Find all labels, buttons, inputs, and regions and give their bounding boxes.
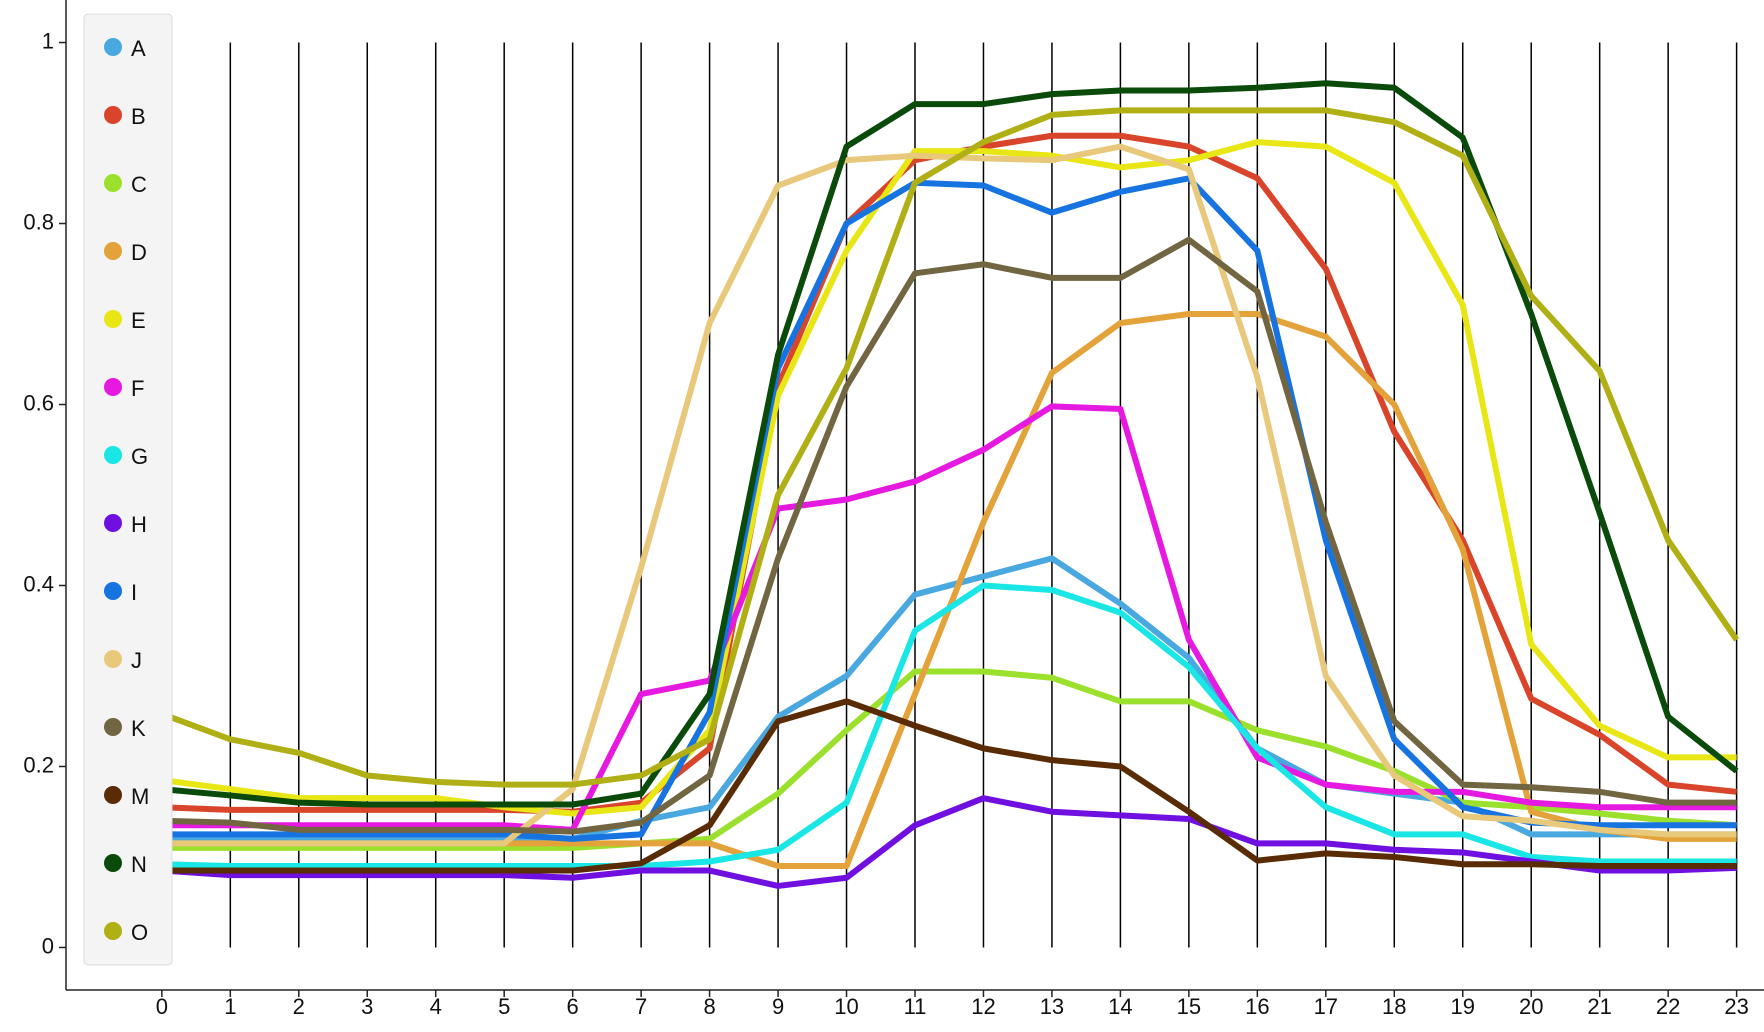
x-tick-label: 22 [1656,994,1680,1019]
x-tick-label: 16 [1245,994,1269,1019]
series-line [161,582,1737,870]
legend-swatch [104,242,122,260]
x-tick-label: 8 [703,994,715,1019]
series-line [161,139,1737,817]
x-tick-label: 6 [567,994,579,1019]
y-tick-label: 0.6 [23,390,54,415]
x-tick-label: 12 [971,994,995,1019]
x-tick-label: 10 [834,994,858,1019]
x-tick-label: 17 [1314,994,1338,1019]
legend-swatch [104,310,122,328]
legend-box [83,13,173,966]
legend-swatch [104,718,122,736]
series-line [161,80,1739,808]
legend-label: B [131,104,146,129]
legend: A B C D E F G H I J K M N O [83,13,173,966]
x-tick-label: 15 [1177,994,1201,1019]
legend-label: O [131,920,148,945]
x-tick-label: 19 [1450,994,1474,1019]
y-tick-label: 0.4 [23,571,54,596]
series-line [160,107,1740,788]
legend-swatch [104,446,122,464]
y-tick-label: 0.2 [23,752,54,777]
grid [161,42,1738,948]
legend-swatch [104,922,122,940]
legend-swatch [104,106,122,124]
legend-swatch [104,38,122,56]
legend-label: K [131,716,146,741]
y-tick-label: 0.8 [23,209,54,234]
x-tick-label: 14 [1108,994,1132,1019]
series-line [161,698,1737,874]
y-tick-label: 1 [42,28,54,53]
legend-label: I [131,580,137,605]
legend-label: C [131,172,147,197]
legend-label: A [131,36,146,61]
legend-label: M [131,784,149,809]
legend-swatch [104,174,122,192]
x-tick-label: 11 [904,994,927,1019]
x-tick-label: 3 [361,994,373,1019]
legend-swatch [104,378,122,396]
legend-label: J [131,648,142,673]
legend-label: D [131,240,147,265]
legend-label: G [131,444,148,469]
legend-label: E [131,308,146,333]
legend-swatch [104,786,122,804]
x-tick-label: 13 [1040,994,1064,1019]
legend-swatch [104,650,122,668]
x-tick-label: 9 [772,994,784,1019]
x-tick-label: 0 [156,994,168,1019]
series-line [161,795,1737,889]
legend-swatch [104,582,122,600]
legend-label: N [131,852,147,877]
series-line [161,236,1737,835]
series-line [161,668,1737,851]
x-tick-label: 4 [430,994,442,1019]
series-line [161,175,1737,842]
x-tick-label: 20 [1519,994,1543,1019]
x-tick-label: 2 [293,994,305,1019]
y-tick-label: 0 [42,933,54,958]
x-tick-label: 5 [498,994,510,1019]
x-tick-label: 1 [224,994,236,1019]
series-line [161,403,1737,833]
series-line [161,143,1737,847]
x-tick-label: 18 [1382,994,1406,1019]
legend-swatch [104,514,122,532]
legend-label: H [131,512,147,537]
legend-swatch [104,854,122,872]
legend-label: F [131,376,144,401]
x-tick-label: 7 [635,994,647,1019]
x-tick-label: 23 [1724,994,1748,1019]
plot-lines [160,80,1740,889]
x-tick-label: 21 [1587,994,1611,1019]
